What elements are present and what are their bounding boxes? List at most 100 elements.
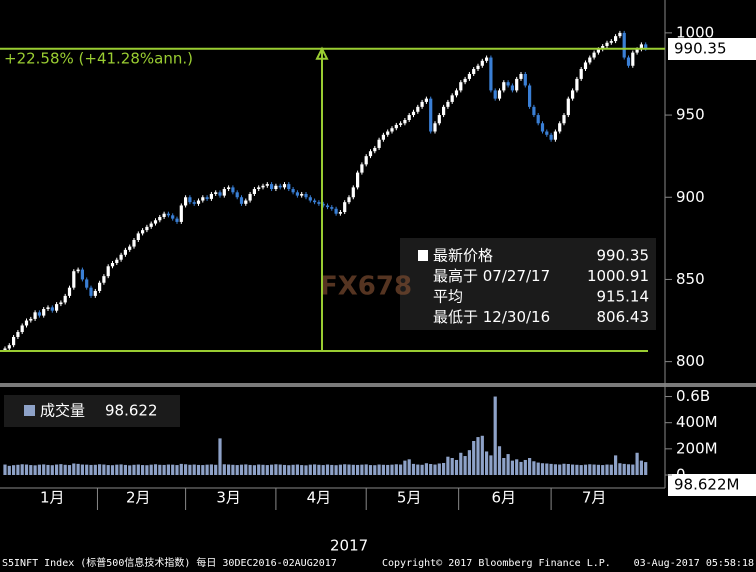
candle: [622, 32, 626, 58]
volume-bar: [33, 465, 37, 475]
candle: [528, 85, 532, 107]
volume-bar: [635, 452, 639, 475]
volume-bar: [360, 464, 364, 475]
candle: [390, 128, 394, 132]
candle: [583, 62, 588, 70]
candle: [424, 98, 428, 102]
volume-bar: [106, 465, 110, 475]
candle: [278, 185, 282, 188]
volume-bar: [639, 460, 643, 475]
x-tick-label: 3月: [216, 489, 241, 507]
volume-bar: [201, 465, 205, 475]
x-tick-label: 1月: [40, 489, 65, 507]
candle: [184, 197, 188, 206]
candle: [446, 101, 450, 107]
candle: [558, 123, 562, 132]
candle: [493, 90, 497, 99]
volume-bar: [24, 464, 29, 475]
volume-bar: [583, 464, 588, 475]
candle: [46, 307, 50, 310]
volume-bar: [485, 451, 489, 475]
candle: [192, 202, 196, 204]
candle: [381, 134, 385, 140]
volume-bar: [162, 464, 166, 475]
watermark: FX678: [320, 272, 412, 302]
candle: [588, 57, 592, 63]
legend-label: 最新价格: [433, 247, 493, 265]
volume-bar: [218, 438, 222, 475]
volume-bar: [158, 464, 162, 475]
volume-bar: [571, 464, 575, 475]
volume-bar: [459, 452, 463, 475]
candle: [472, 69, 476, 74]
legend-name: 成交量: [40, 402, 85, 420]
footer-right: 03-Aug-2017 05:58:18: [634, 558, 754, 569]
volume-bar: [317, 464, 321, 475]
volume-bar: [188, 464, 192, 475]
volume-bar: [291, 464, 295, 475]
footer-left: S5INFT Index (标普500信息技术指数) 每日 30DEC2016-…: [2, 556, 337, 569]
candle: [579, 69, 583, 79]
candle: [59, 302, 63, 305]
volume-bar: [364, 464, 368, 475]
candle: [644, 44, 648, 49]
volume-bar: [605, 464, 609, 475]
candle: [110, 263, 115, 267]
candle: [351, 187, 355, 198]
volume-bar: [540, 463, 545, 475]
volume-bar: [63, 464, 67, 475]
volume-bar: [93, 464, 97, 475]
volume-bar: [149, 464, 153, 475]
volume-bar: [184, 464, 188, 475]
candle: [80, 269, 84, 280]
candle: [257, 187, 261, 190]
volume-bar: [300, 465, 304, 475]
candle: [231, 187, 235, 193]
candle: [571, 90, 575, 99]
candle: [515, 78, 519, 91]
candle: [265, 184, 269, 186]
candle: [420, 101, 424, 107]
candle: [162, 213, 166, 217]
candle: [592, 52, 596, 58]
candle: [106, 266, 110, 277]
volume-bar: [334, 465, 338, 475]
volume-bar: [261, 464, 265, 475]
legend-value: 1000.91: [587, 267, 649, 285]
volume-bar: [403, 460, 407, 475]
volume-bar: [102, 464, 106, 475]
candle: [502, 82, 506, 91]
candle: [442, 106, 446, 116]
candle: [102, 276, 106, 283]
candle: [16, 332, 20, 337]
volume-label-box: [668, 474, 756, 496]
volume-bar: [141, 465, 145, 475]
volume-bar: [37, 464, 41, 475]
volume-bar: [192, 464, 196, 475]
candle: [76, 269, 80, 272]
candle: [274, 185, 278, 190]
candle: [549, 134, 553, 140]
volume-bar: [321, 465, 325, 475]
volume-bar: [480, 435, 484, 475]
candle: [252, 189, 256, 194]
candle: [227, 187, 231, 190]
volume-bar: [235, 465, 239, 475]
candle: [540, 123, 545, 132]
volume-bar: [123, 464, 127, 475]
y-tick-label: 850: [676, 270, 705, 288]
candle: [261, 185, 265, 188]
candle: [614, 36, 618, 42]
candle: [510, 85, 514, 91]
volume-bar: [416, 464, 420, 475]
volume-bar: [257, 464, 261, 475]
candle: [338, 212, 342, 214]
volume-bar: [394, 464, 398, 475]
candle: [72, 271, 76, 288]
volume-bar: [493, 396, 497, 475]
volume-bar: [287, 465, 291, 475]
volume-bar: [55, 464, 59, 475]
volume-bar: [399, 464, 403, 475]
x-tick-label: 4月: [307, 489, 332, 507]
